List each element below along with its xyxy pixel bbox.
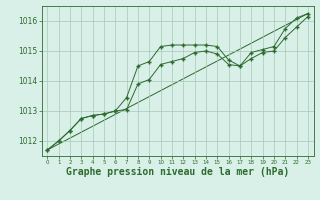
X-axis label: Graphe pression niveau de la mer (hPa): Graphe pression niveau de la mer (hPa) (66, 167, 289, 177)
